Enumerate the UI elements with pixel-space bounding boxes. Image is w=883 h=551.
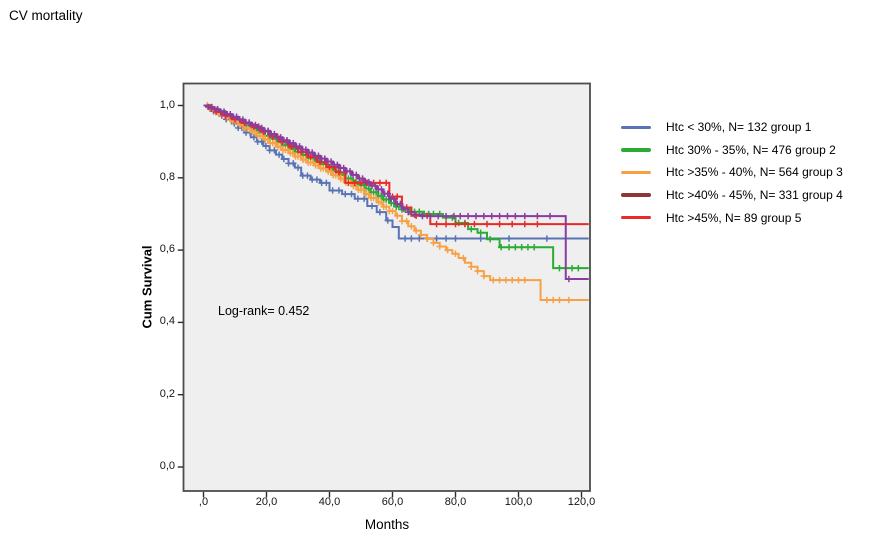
y-tick-label-2: 0,4 bbox=[159, 315, 175, 328]
legend-label-group-1: Htc < 30%, N= 132 group 1 bbox=[666, 120, 812, 135]
legend-swatch-group-4 bbox=[621, 193, 651, 197]
x-tick-label-2: 40,0 bbox=[318, 496, 341, 508]
legend-swatch-group-2 bbox=[621, 148, 651, 152]
legend-swatch-group-3 bbox=[621, 170, 651, 175]
log-rank-annotation: Log-rank= 0.452 bbox=[218, 304, 310, 318]
legend-label-group-2: Htc 30% - 35%, N= 476 group 2 bbox=[666, 142, 836, 157]
plot-background bbox=[183, 83, 590, 491]
x-tick-label-0: ,0 bbox=[198, 496, 209, 508]
km-plot bbox=[177, 82, 591, 498]
censor-marks-group-4 bbox=[205, 103, 573, 283]
legend-label-group-3: Htc >35% - 40%, N= 564 group 3 bbox=[666, 165, 843, 180]
y-tick-label-4: 0,8 bbox=[159, 170, 175, 183]
x-tick-label-5: 100,0 bbox=[504, 496, 533, 508]
legend-item-group-4: Htc >40% - 45%, N= 331 group 4 bbox=[621, 184, 843, 207]
y-tick-label-5: 1,0 bbox=[159, 98, 175, 111]
legend-item-group-5: Htc >45%, N= 89 group 5 bbox=[621, 206, 843, 229]
x-tick-label-1: 20,0 bbox=[255, 496, 278, 508]
y-tick-label-0: 0,0 bbox=[159, 460, 175, 472]
plot-frame bbox=[182, 82, 591, 492]
legend-item-group-2: Htc 30% - 35%, N= 476 group 2 bbox=[621, 139, 843, 162]
legend-label-group-5: Htc >45%, N= 89 group 5 bbox=[666, 210, 802, 225]
legend: Htc < 30%, N= 132 group 1 Htc 30% - 35%, … bbox=[621, 116, 843, 229]
x-tick-label-3: 60,0 bbox=[381, 496, 404, 508]
km-curves bbox=[203, 102, 589, 304]
x-axis-title: Months bbox=[364, 517, 410, 532]
y-tick-label-1: 0,2 bbox=[159, 387, 175, 400]
legend-swatch-group-1 bbox=[621, 125, 651, 130]
legend-swatch-group-5 bbox=[621, 215, 651, 220]
legend-item-group-3: Htc >35% - 40%, N= 564 group 3 bbox=[621, 161, 843, 184]
x-tick-label-4: 80,0 bbox=[444, 496, 467, 508]
page-title: CV mortality bbox=[9, 8, 83, 23]
axis-ticks bbox=[177, 104, 583, 498]
legend-item-group-1: Htc < 30%, N= 132 group 1 bbox=[621, 116, 843, 139]
y-tick-label-3: 0,6 bbox=[159, 243, 175, 256]
x-tick-label-6: 120,0 bbox=[567, 496, 596, 508]
legend-label-group-4: Htc >40% - 45%, N= 331 group 4 bbox=[666, 188, 843, 203]
